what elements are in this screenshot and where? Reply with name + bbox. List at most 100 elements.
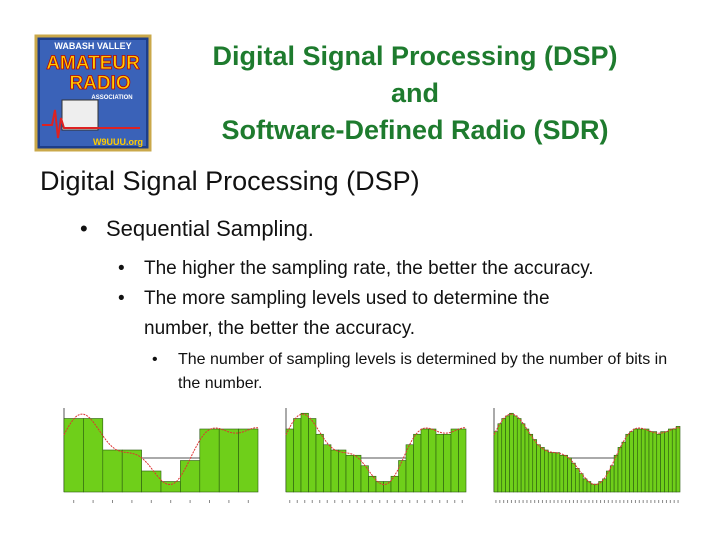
sample-bar [621, 441, 627, 493]
sample-bar [675, 426, 681, 493]
logo-text: RADIO [69, 73, 130, 94]
sample-bar [575, 468, 580, 493]
logo-text: W9UUU.org [93, 137, 143, 147]
sample-bar [660, 431, 665, 493]
sample-bar [330, 449, 339, 493]
sample-bar [629, 431, 634, 493]
logo-text: AMATEUR [46, 53, 140, 74]
sample-bar [559, 454, 565, 493]
sample-bar [308, 418, 317, 493]
sample-bar [524, 428, 530, 493]
sample-bar [563, 454, 568, 493]
title-line: and [390, 78, 439, 108]
sample-bar [338, 449, 347, 493]
bullet: • The higher the sampling rate, the bette… [118, 254, 678, 284]
sample-bar [458, 428, 467, 493]
signal-curve [493, 413, 681, 486]
sample-bar [578, 473, 584, 493]
title-line: Digital Signal Processing (DSP) [212, 41, 618, 71]
sample-bar [536, 444, 541, 493]
sample-bar [640, 428, 646, 493]
sample-bar [345, 454, 354, 493]
bullet-text: Sequential Sampling. [106, 216, 314, 241]
sample-bar [443, 433, 452, 493]
signal-curve [285, 413, 467, 486]
sample-bar [625, 433, 630, 493]
sample-bar [668, 428, 673, 493]
sample-bar [428, 428, 437, 493]
sample-bar [594, 483, 599, 493]
sample-bar [613, 454, 619, 493]
sample-bar [435, 433, 444, 493]
sample-bar [315, 433, 324, 493]
heading: Digital Signal Processing (DSP) [40, 166, 420, 196]
sample-bar [582, 478, 588, 493]
sample-bar [590, 483, 596, 493]
sample-bar [609, 465, 615, 493]
sample-bar [238, 428, 259, 493]
bullet: • Sequential Sampling. [80, 214, 314, 244]
signal-curve [63, 413, 259, 486]
sample-bar [606, 470, 611, 493]
sample-bar [293, 418, 302, 493]
sample-bar [180, 460, 201, 493]
sample-bar [551, 452, 557, 493]
sample-bar [586, 481, 592, 493]
sample-bar [405, 444, 414, 493]
sample-bar [360, 465, 369, 493]
bullet-text: The more sampling levels used to determi… [144, 288, 550, 339]
sample-bar [571, 462, 576, 493]
sample-bar [540, 447, 545, 493]
sample-bar [493, 431, 499, 493]
sample-bar [644, 428, 650, 493]
bullet: • The more sampling levels used to determ… [118, 284, 618, 344]
sample-bar [323, 444, 332, 493]
sample-bar [383, 481, 392, 493]
sample-bar [617, 447, 623, 493]
sample-bar [567, 457, 572, 493]
sample-bar [300, 412, 309, 493]
bullet-text: The higher the sampling rate, the better… [144, 258, 594, 279]
sample-bar [637, 428, 642, 493]
logo-text: ASSOCIATION [91, 95, 132, 101]
logo-radio [61, 99, 99, 131]
logo-wave [42, 109, 140, 139]
sample-bar [516, 418, 522, 493]
bullet-text: The number of sampling levels is determi… [178, 351, 668, 392]
sample-bar [285, 428, 294, 493]
logo: WABASH VALLEY AMATEUR RADIO ASSOCIATION … [34, 34, 152, 152]
sampling-illustrations [63, 408, 681, 503]
sample-bar [656, 433, 661, 493]
sample-bar [83, 418, 104, 493]
title-line: Software-Defined Radio (SDR) [221, 115, 609, 145]
sample-bar [555, 452, 561, 493]
sample-bar [648, 431, 654, 493]
bullet: • The number of sampling levels is determ… [152, 348, 672, 396]
sample-bar [450, 428, 459, 493]
sample-bar [102, 449, 123, 493]
sample-bar [420, 428, 429, 493]
logo-text: WABASH VALLEY [54, 41, 131, 51]
sample-bar [633, 428, 638, 493]
sample-bar [413, 433, 422, 493]
sample-bar [652, 431, 658, 493]
sample-bar [513, 415, 518, 493]
sample-bar [497, 423, 503, 493]
sample-bar [671, 428, 677, 493]
title: Digital Signal Processing (DSP) and Soft… [165, 38, 665, 149]
sample-bar [520, 423, 526, 493]
sample-bar [353, 454, 362, 493]
sample-bar [664, 431, 669, 493]
sample-bar [532, 439, 537, 493]
sample-bar [528, 433, 534, 493]
sample-bar [544, 449, 549, 493]
sample-bar [505, 415, 510, 493]
sample-bar [218, 428, 239, 493]
sample-bar [501, 418, 506, 493]
sample-bar [141, 470, 162, 493]
sample-bar [368, 475, 377, 493]
sample-bar [509, 412, 514, 493]
sample-bar [547, 452, 553, 493]
